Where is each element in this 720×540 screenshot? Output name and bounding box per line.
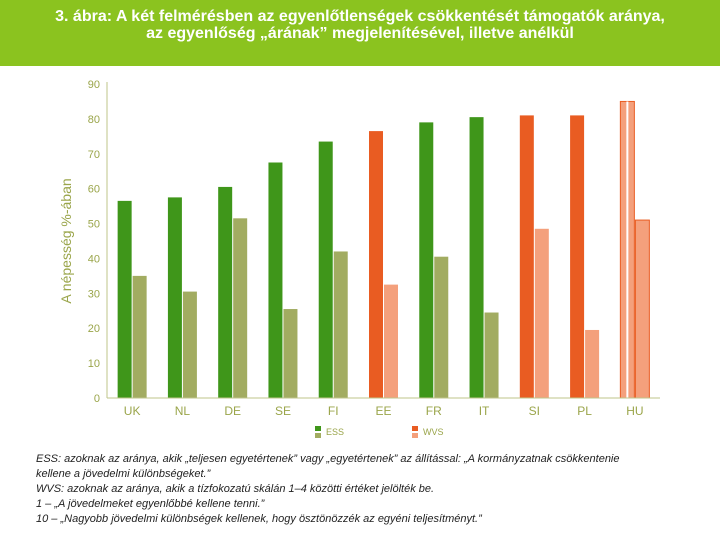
x-tick-label: FR [426, 404, 442, 418]
y-tick-label: 90 [88, 79, 100, 91]
legend-swatch [315, 433, 321, 438]
y-tick-label: 30 [88, 288, 100, 300]
y-axis: 0 10 20 30 40 50 60 70 80 90 A népesség %-ában [58, 79, 108, 405]
y-axis-label: A népesség %-ában [58, 178, 74, 303]
x-tick-label: UK [124, 404, 141, 418]
bars [117, 100, 650, 399]
x-tick-label: HU [626, 404, 643, 418]
bar-it-series-1 [469, 117, 484, 398]
legend-swatch [412, 426, 418, 431]
note-line: kellene a jövedelmi különbségeket.” [36, 468, 211, 480]
y-tick-label: 10 [88, 358, 100, 370]
legend: ESS WVS [315, 426, 444, 438]
notes: ESS: azoknak az aránya, akik „teljesen e… [36, 452, 706, 527]
bar-de-series-2 [233, 218, 248, 398]
title-line-2: az egyenlőség „árának” megjelenítésével,… [146, 25, 574, 42]
bar-chart: 0 10 20 30 40 50 60 70 80 90 A népesség %-ában UK N… [58, 79, 660, 438]
x-tick-label: DE [224, 404, 241, 418]
legend-label: ESS [326, 427, 344, 437]
bar-si-series-2 [534, 228, 549, 398]
bar-si-series-1 [519, 115, 534, 399]
y-tick-label: 60 [88, 184, 100, 196]
x-tick-label: FI [328, 404, 339, 418]
x-tick-label: SE [275, 404, 291, 418]
bar-ee-series-2 [384, 284, 398, 398]
x-tick-label: NL [175, 404, 191, 418]
bar-hu-series-2 [634, 219, 650, 399]
y-tick-label: 0 [94, 393, 100, 405]
bar-pl-series-1 [570, 115, 585, 399]
note-line: 1 – „A jövedelmeket egyenlőbbé kellene t… [36, 498, 265, 510]
bar-ee-series-1 [369, 131, 383, 398]
title-bar: 3. ábra: A két felmérésben az egyenlőtle… [0, 0, 720, 66]
bar-fr-series-1 [419, 122, 434, 398]
y-tick-label: 80 [88, 114, 100, 126]
bar-nl-series-1 [167, 197, 182, 398]
y-tick-label: 20 [88, 323, 100, 335]
x-tick-label: PL [577, 404, 592, 418]
page-title: 3. ábra: A két felmérésben az egyenlőtle… [0, 8, 720, 42]
x-tick-label: IT [479, 404, 490, 418]
bar-pl-series-2 [585, 329, 600, 398]
bar-de-series-1 [218, 186, 233, 398]
title-line-1: 3. ábra: A két felmérésben az egyenlőtle… [55, 8, 665, 25]
legend-swatch [315, 426, 321, 431]
bar-it-series-2 [484, 312, 499, 398]
x-tick-label: SI [529, 404, 540, 418]
note-line: ESS: azoknak az aránya, akik „teljesen e… [36, 453, 620, 465]
bar-nl-series-2 [182, 291, 197, 398]
bar-fi-series-2 [333, 251, 348, 398]
y-tick-label: 50 [88, 219, 100, 231]
bar-uk-series-1 [117, 200, 132, 398]
x-tick-label: EE [375, 404, 391, 418]
legend-label: WVS [423, 427, 444, 437]
note-line: 10 – „Nagyobb jövedelmi különbségek kell… [36, 513, 482, 525]
bar-uk-series-2 [132, 275, 147, 398]
bar-se-series-1 [268, 162, 283, 398]
bar-se-series-2 [283, 309, 298, 398]
y-tick-label: 70 [88, 149, 100, 161]
bar-fr-series-2 [434, 256, 449, 398]
legend-swatch [412, 433, 418, 438]
bar-fi-series-1 [318, 141, 333, 399]
y-tick-label: 40 [88, 253, 100, 265]
note-line: WVS: azoknak az aránya, akik a tízfokoza… [36, 483, 435, 495]
x-axis: UK NL DE SE FI EE FR IT SI PL HU [107, 397, 660, 418]
